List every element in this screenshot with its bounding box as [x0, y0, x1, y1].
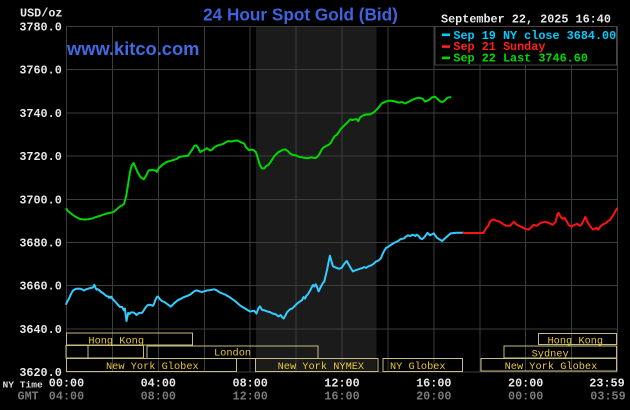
svg-text:New York Globex: New York Globex — [505, 361, 598, 373]
svg-text:04:00: 04:00 — [49, 390, 84, 404]
svg-text:GMT: GMT — [18, 390, 39, 404]
svg-text:04:00: 04:00 — [141, 377, 176, 391]
svg-text:3660.0: 3660.0 — [19, 280, 61, 294]
svg-text:New York Globex: New York Globex — [106, 361, 199, 373]
svg-text:3700.0: 3700.0 — [19, 193, 61, 207]
svg-text:3640.0: 3640.0 — [19, 323, 61, 337]
svg-text:3780.0: 3780.0 — [19, 21, 61, 35]
svg-text:16:00: 16:00 — [416, 377, 451, 391]
svg-text:Hong Kong: Hong Kong — [548, 335, 604, 347]
svg-text:12:00: 12:00 — [324, 377, 359, 391]
svg-text:3760.0: 3760.0 — [19, 64, 61, 78]
svg-text:08:00: 08:00 — [232, 377, 267, 391]
svg-text:12:00: 12:00 — [232, 390, 267, 404]
svg-text:20:00: 20:00 — [508, 377, 543, 391]
svg-text:Sep 19 NY close 3684.00: Sep 19 NY close 3684.00 — [453, 29, 616, 43]
svg-text:08:00: 08:00 — [141, 390, 176, 404]
svg-text:New York NYMEX: New York NYMEX — [278, 361, 365, 373]
svg-text:3740.0: 3740.0 — [19, 107, 61, 121]
svg-text:23:59: 23:59 — [589, 377, 624, 391]
svg-text:Sep 21 Sunday: Sep 21 Sunday — [453, 40, 545, 54]
svg-text:NY Globex: NY Globex — [390, 361, 446, 373]
svg-text:20:00: 20:00 — [416, 390, 451, 404]
svg-text:Sydney: Sydney — [532, 348, 569, 360]
svg-text:www.kitco.com: www.kitco.com — [66, 38, 199, 59]
svg-text:Hong Kong: Hong Kong — [88, 335, 144, 347]
svg-text:3620.0: 3620.0 — [19, 366, 61, 380]
svg-text:3680.0: 3680.0 — [19, 237, 61, 251]
svg-text:24 Hour Spot Gold (Bid): 24 Hour Spot Gold (Bid) — [203, 4, 398, 24]
svg-text:03:59: 03:59 — [590, 390, 625, 404]
svg-text:00:00: 00:00 — [49, 377, 84, 391]
svg-text:3720.0: 3720.0 — [19, 150, 61, 164]
svg-text:00:00: 00:00 — [508, 390, 543, 404]
svg-text:Sep 22 Last 3746.60: Sep 22 Last 3746.60 — [453, 52, 588, 66]
svg-text:16:00: 16:00 — [324, 390, 359, 404]
svg-text:September 22, 2025 16:40: September 22, 2025 16:40 — [441, 12, 611, 26]
svg-text:London: London — [214, 347, 251, 359]
svg-text:USD/oz: USD/oz — [20, 7, 62, 21]
svg-text:NY Time: NY Time — [3, 379, 44, 390]
